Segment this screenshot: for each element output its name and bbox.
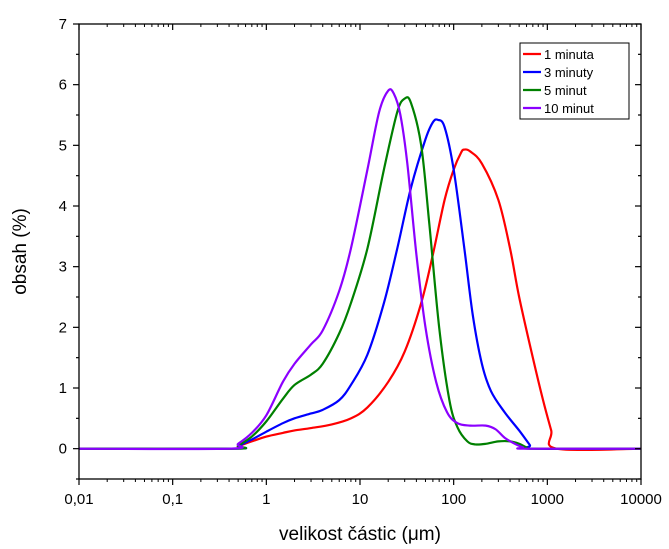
y-axis-title: obsah (%): [10, 208, 31, 295]
legend-label: 5 minut: [544, 83, 587, 98]
x-axis-title: velikost částic (μm): [279, 524, 441, 545]
tick-labels: 0,01 0,1 1 10 100 1000 10000 0 1 2 3 4 5 6 7: [59, 16, 662, 508]
tick-marks: [73, 23, 642, 485]
legend-label: 3 minuty: [544, 65, 594, 80]
x-tick-label: 10: [352, 491, 369, 508]
x-tick-label: 100: [441, 491, 466, 508]
y-tick-label: 7: [59, 16, 67, 33]
x-tick-label: 0,1: [162, 491, 183, 508]
legend-label: 10 minut: [544, 101, 594, 116]
y-tick-label: 5: [59, 137, 67, 154]
series-line-1: [79, 148, 641, 452]
series-layer: [79, 88, 641, 452]
y-tick-label: 4: [59, 198, 67, 215]
series-line-2: [79, 118, 641, 451]
y-tick-label: 0: [59, 441, 67, 458]
x-tick-label: 1: [262, 491, 270, 508]
y-tick-label: 1: [59, 380, 67, 397]
legend-box: [519, 42, 630, 120]
x-tick-label: 10000: [620, 491, 662, 508]
series-line-4: [79, 88, 641, 451]
y-tick-label: 6: [59, 77, 67, 94]
legend-label: 1 minuta: [544, 47, 595, 62]
x-tick-label: 0,01: [64, 491, 93, 508]
series-line-3: [79, 96, 641, 450]
y-tick-label: 3: [59, 259, 67, 276]
x-tick-label: 1000: [531, 491, 564, 508]
legend: 1 minuta 3 minuty 5 minut 10 minut: [519, 42, 630, 120]
y-tick-label: 2: [59, 319, 67, 336]
